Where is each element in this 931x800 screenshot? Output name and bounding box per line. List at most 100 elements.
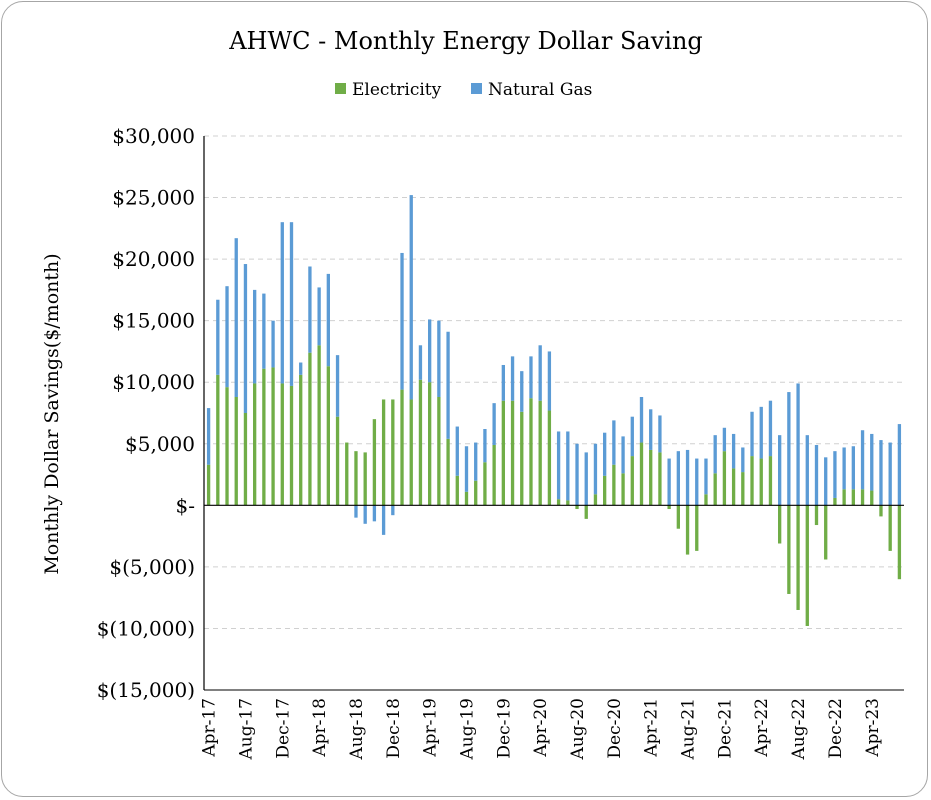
bar-natural-gas — [787, 392, 791, 506]
bar-natural-gas — [621, 436, 625, 474]
bar-natural-gas — [796, 383, 800, 506]
bar-electricity — [437, 396, 441, 506]
bar-natural-gas — [833, 451, 837, 498]
bar-natural-gas — [280, 222, 284, 384]
bar-electricity — [474, 480, 478, 506]
bar-natural-gas — [409, 195, 413, 400]
bar-natural-gas — [216, 299, 220, 375]
bar-electricity — [722, 451, 727, 506]
bar-natural-gas — [326, 273, 330, 367]
bar-electricity — [372, 419, 377, 506]
bar-electricity — [805, 505, 809, 626]
bar-natural-gas — [418, 345, 423, 380]
bar-electricity — [363, 452, 367, 506]
bar-natural-gas — [271, 320, 275, 368]
bar-electricity — [796, 505, 800, 610]
x-tick-label: Dec-22 — [826, 698, 846, 759]
y-tick-label: $(10,000) — [97, 616, 195, 640]
bar-natural-gas — [814, 445, 819, 506]
bar-natural-gas — [400, 252, 404, 390]
bar-electricity — [225, 387, 229, 506]
bar-natural-gas — [888, 442, 892, 506]
bar-electricity — [243, 413, 248, 506]
bar-electricity — [685, 505, 690, 555]
bar-electricity — [851, 489, 855, 506]
bar-natural-gas — [658, 415, 662, 453]
bar-electricity — [704, 494, 708, 506]
x-tick-label: Aug-17 — [236, 698, 256, 760]
bar-electricity — [335, 416, 340, 506]
bar-electricity — [510, 400, 515, 506]
bar-electricity — [280, 383, 284, 506]
x-tick-label: Aug-22 — [789, 698, 809, 760]
bar-electricity — [547, 410, 552, 506]
axes — [203, 136, 904, 691]
bar-electricity — [695, 505, 699, 551]
bar-natural-gas — [501, 364, 505, 401]
bar-electricity — [870, 490, 874, 506]
bar-electricity — [741, 472, 745, 506]
bar-natural-gas — [520, 371, 524, 412]
x-tick-label: Aug-18 — [347, 698, 367, 760]
bar-electricity — [556, 499, 561, 506]
bar-electricity — [391, 399, 395, 506]
x-tick-label: Aug-20 — [568, 698, 588, 760]
bar-electricity — [289, 385, 294, 506]
bar-electricity — [759, 458, 763, 506]
bar-natural-gas — [206, 408, 211, 465]
bar-natural-gas — [225, 286, 229, 388]
bar-electricity — [658, 452, 662, 506]
bar-electricity — [879, 505, 883, 517]
bar-natural-gas — [474, 442, 478, 481]
y-tick-label: $(5,000) — [109, 555, 195, 579]
bar-electricity — [400, 389, 404, 506]
bar-natural-gas — [464, 446, 469, 492]
bar-electricity — [667, 505, 671, 510]
bar-electricity — [833, 497, 837, 506]
bar-natural-gas — [824, 457, 828, 506]
bar-electricity — [731, 468, 736, 506]
bar-electricity — [713, 473, 717, 506]
bar-electricity — [409, 399, 413, 506]
bar-natural-gas — [253, 289, 257, 384]
bar-electricity — [483, 462, 487, 506]
bar-natural-gas — [381, 505, 386, 535]
bar-natural-gas — [750, 411, 754, 457]
legend-swatch-natural-gas — [471, 83, 482, 94]
bar-natural-gas — [603, 432, 607, 476]
bar-natural-gas — [649, 409, 653, 450]
bar-electricity — [750, 456, 754, 506]
y-tick-label: $10,000 — [112, 370, 195, 394]
bar-electricity — [317, 345, 321, 506]
bar-electricity — [345, 442, 349, 506]
bar-natural-gas — [492, 403, 496, 446]
bar-natural-gas — [317, 287, 321, 346]
bar-natural-gas — [685, 449, 690, 506]
bar-electricity — [299, 374, 303, 506]
x-tick-label: Aug-21 — [679, 698, 699, 760]
bar-natural-gas — [778, 435, 782, 506]
bar-electricity — [860, 489, 865, 506]
bar-natural-gas — [713, 435, 717, 474]
bar-natural-gas — [612, 420, 616, 465]
bar-natural-gas — [722, 427, 727, 452]
x-tick-label: Dec-18 — [384, 698, 404, 759]
bar-electricity — [253, 383, 257, 506]
x-tick-labels: Apr-17 Aug-17 Dec-17 Apr-18 Aug-18 Dec-18 Apr-… — [200, 698, 883, 760]
bar-natural-gas — [243, 264, 248, 413]
bar-natural-gas — [768, 400, 773, 457]
bar-natural-gas — [354, 505, 358, 518]
y-tick-label: $25,000 — [112, 186, 195, 210]
bar-natural-gas — [741, 447, 745, 473]
x-tick-label: Dec-17 — [273, 698, 293, 759]
x-tick-label: Aug-19 — [458, 698, 478, 760]
x-tick-label: Apr-23 — [863, 698, 883, 758]
bar-natural-gas — [455, 426, 459, 476]
bar-natural-gas — [879, 440, 883, 506]
bar-electricity — [262, 368, 266, 506]
bar-natural-gas — [639, 396, 644, 443]
bar-electricity — [354, 451, 358, 506]
bar-natural-gas — [575, 443, 579, 506]
x-tick-label: Dec-19 — [494, 698, 514, 759]
